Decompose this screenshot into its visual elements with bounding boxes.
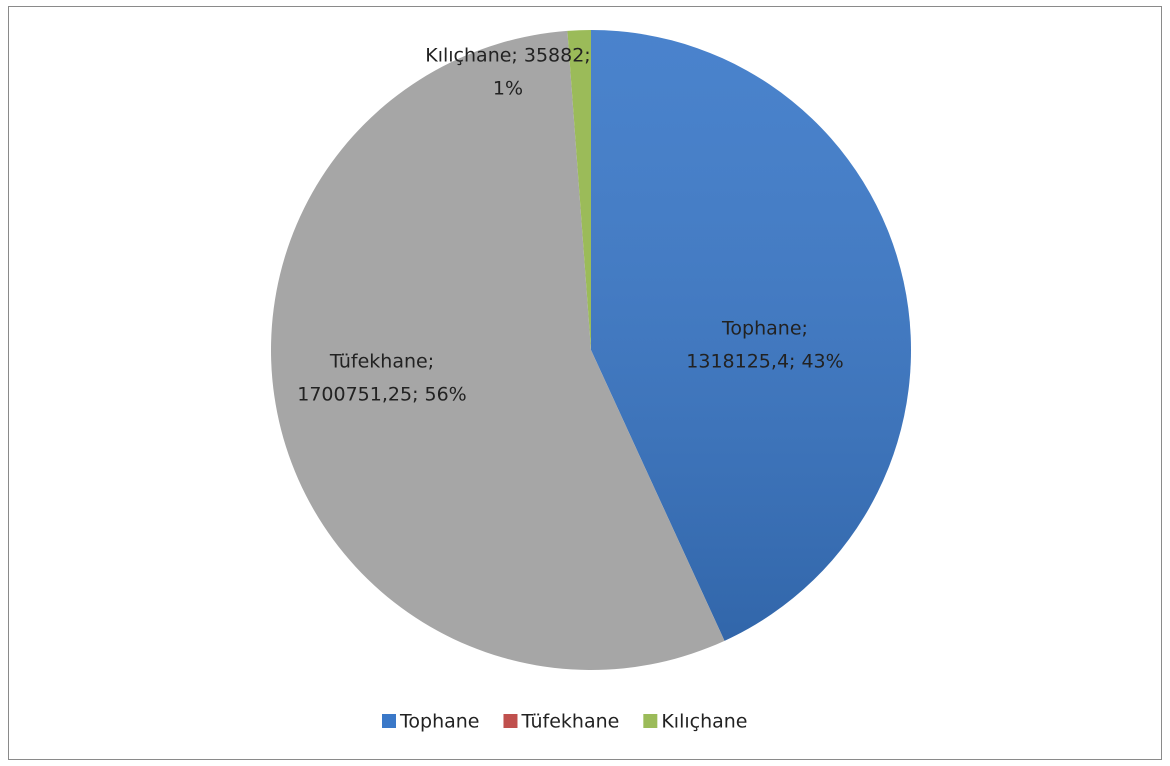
slice-shade	[591, 30, 911, 641]
legend-label: Tophane	[399, 711, 479, 733]
legend-label: Kılıçhane	[661, 711, 747, 733]
legend: Tophane Tüfekhane Kılıçhane	[382, 711, 748, 733]
legend-label: Tüfekhane	[520, 711, 619, 733]
labels: Tophane; 1318125,4; 43% Tüfekhane; 1700751,…	[297, 45, 843, 406]
legend-swatch	[382, 714, 396, 728]
pie	[270, 30, 911, 671]
legend-swatch	[643, 714, 658, 728]
data-label: Tophane;	[721, 318, 808, 340]
pie-slice	[567, 30, 591, 350]
pie-slice	[270, 30, 725, 671]
data-label: 1318125,4; 43%	[686, 351, 843, 373]
data-label: Tüfekhane;	[329, 351, 434, 373]
legend-swatch	[503, 714, 518, 728]
data-label: 1%	[493, 78, 523, 100]
data-label: Kılıçhane; 35882;	[425, 45, 590, 67]
data-label: 1700751,25; 56%	[297, 384, 467, 406]
